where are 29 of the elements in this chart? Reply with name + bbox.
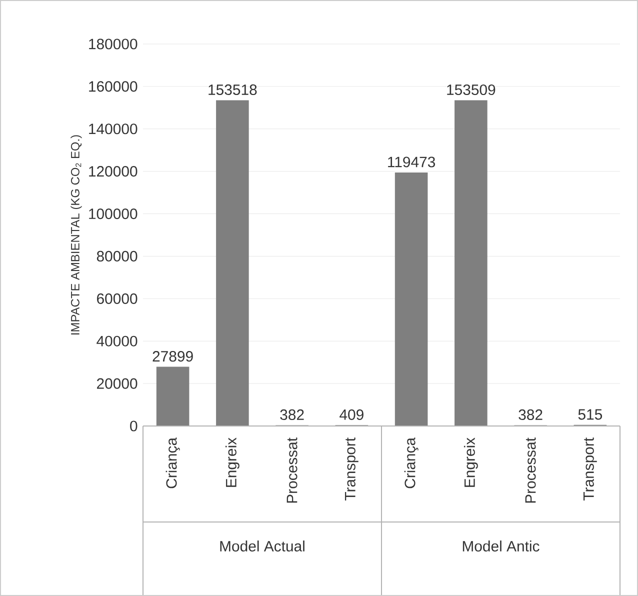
y-tick-label: 120000 bbox=[89, 166, 138, 176]
data-label: 382 bbox=[280, 409, 304, 420]
text: Model Antic bbox=[462, 540, 540, 552]
text: Model Actual bbox=[220, 540, 304, 552]
y-tick-label: 80000 bbox=[96, 250, 138, 262]
x-tick-label: Engreix bbox=[225, 437, 240, 487]
x-tick-label: Processat bbox=[525, 437, 536, 502]
y-tick-label: 20000 bbox=[97, 378, 138, 389]
y-tick-label: 40000 bbox=[96, 336, 138, 346]
y-tick-label: 100000 bbox=[89, 208, 138, 219]
data-label: 409 bbox=[340, 409, 364, 420]
data-label: 153509 bbox=[447, 84, 496, 95]
x-tick-label: Transport bbox=[344, 437, 358, 500]
data-label: 153518 bbox=[208, 84, 257, 95]
x-tick-label: Engreix bbox=[464, 437, 478, 487]
x-tick-label: Criança bbox=[166, 437, 180, 488]
y-tick-label: 0 bbox=[130, 420, 138, 432]
data-label: 515 bbox=[578, 409, 602, 420]
x-tick-label: Processat bbox=[286, 437, 298, 502]
y-tick-label: 60000 bbox=[97, 293, 138, 304]
data-label: 27899 bbox=[152, 350, 193, 362]
y-tick-label: 140000 bbox=[89, 123, 138, 134]
data-label: 382 bbox=[518, 409, 542, 420]
y-tick-label: 160000 bbox=[89, 80, 138, 92]
data-label: 119473 bbox=[388, 156, 436, 168]
x-tick-label: Criança bbox=[404, 437, 418, 488]
x-tick-label: Transport bbox=[583, 437, 597, 500]
y-tick-label: 180000 bbox=[89, 38, 138, 50]
y-axis-title: IMPACTE AMBIENTAL (KG CO$_{2}$ EQ.) bbox=[70, 134, 82, 334]
